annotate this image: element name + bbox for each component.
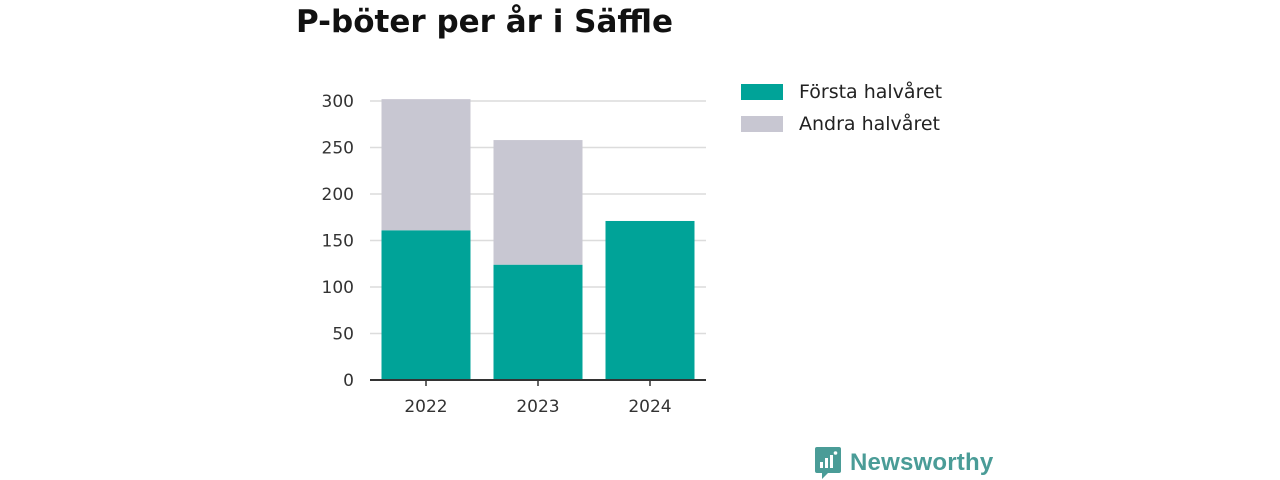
newsworthy-logo: Newsworthy	[814, 446, 993, 480]
y-axis-ticks: 0 50 100 150 200 250 300	[322, 92, 354, 391]
y-tick-label: 100	[322, 278, 354, 298]
y-tick-label: 150	[322, 232, 354, 252]
legend-swatch-first-half	[741, 84, 783, 100]
x-tick-label: 2024	[628, 397, 671, 417]
legend-item-first-half: Första halvåret	[741, 76, 942, 108]
legend-swatch-second-half	[741, 116, 783, 132]
bars	[381, 99, 695, 380]
x-tick-label: 2022	[404, 397, 447, 417]
bar-2023-second-half	[493, 140, 583, 265]
brand-name: Newsworthy	[850, 449, 994, 476]
chart-title: P-böter per år i Säffle	[296, 4, 674, 40]
x-axis-ticks: 2022 2023 2024	[404, 380, 672, 417]
newsworthy-logo-icon	[815, 447, 841, 479]
bar-2024-first-half	[605, 220, 695, 380]
x-tick-label: 2023	[516, 397, 559, 417]
legend-item-second-half: Andra halvåret	[741, 108, 942, 140]
y-tick-label: 0	[343, 371, 354, 391]
legend-label-second-half: Andra halvåret	[799, 113, 940, 135]
legend: Första halvåret Andra halvåret	[741, 76, 942, 140]
y-tick-label: 250	[322, 139, 354, 159]
y-tick-label: 300	[322, 92, 354, 112]
legend-label-first-half: Första halvåret	[799, 81, 943, 103]
bar-2022-second-half	[381, 99, 471, 231]
y-tick-label: 50	[332, 325, 354, 345]
y-tick-label: 200	[322, 185, 354, 205]
bar-2022-first-half	[381, 230, 471, 380]
bar-2023-first-half	[493, 264, 583, 380]
